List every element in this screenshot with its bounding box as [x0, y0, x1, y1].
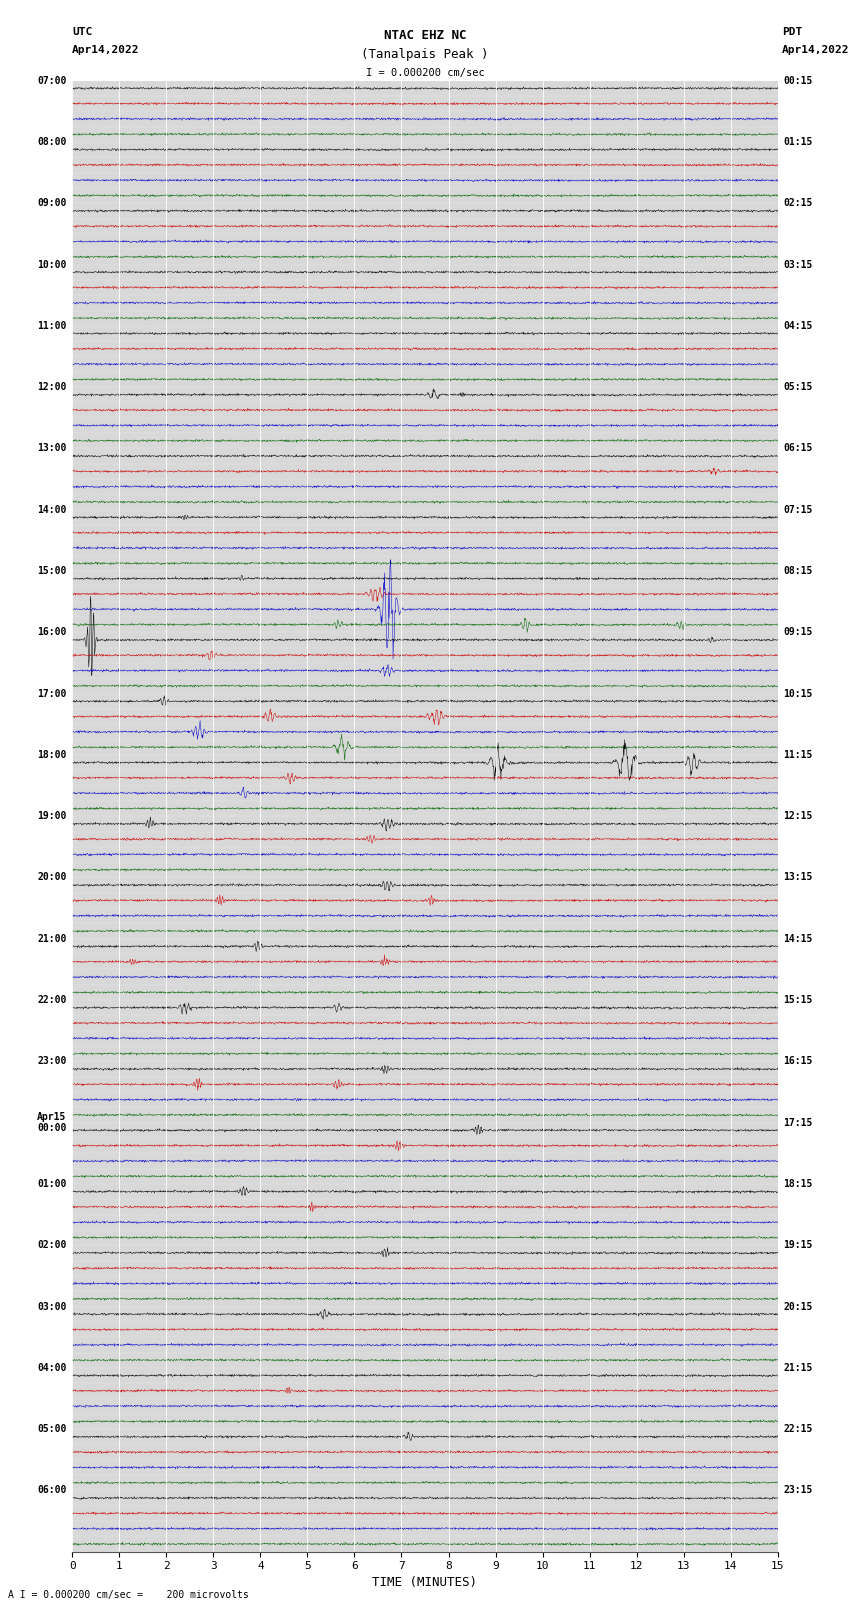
- Text: 09:15: 09:15: [784, 627, 813, 637]
- Text: 07:15: 07:15: [784, 505, 813, 515]
- Text: 10:15: 10:15: [784, 689, 813, 698]
- Text: 08:15: 08:15: [784, 566, 813, 576]
- Text: 17:15: 17:15: [784, 1118, 813, 1127]
- Text: A I = 0.000200 cm/sec =    200 microvolts: A I = 0.000200 cm/sec = 200 microvolts: [8, 1590, 249, 1600]
- Text: 11:00: 11:00: [37, 321, 66, 331]
- Text: 13:15: 13:15: [784, 873, 813, 882]
- Text: 22:15: 22:15: [784, 1424, 813, 1434]
- Text: 19:00: 19:00: [37, 811, 66, 821]
- X-axis label: TIME (MINUTES): TIME (MINUTES): [372, 1576, 478, 1589]
- Text: 04:15: 04:15: [784, 321, 813, 331]
- Text: 01:00: 01:00: [37, 1179, 66, 1189]
- Text: 14:15: 14:15: [784, 934, 813, 944]
- Text: 02:00: 02:00: [37, 1240, 66, 1250]
- Text: 15:15: 15:15: [784, 995, 813, 1005]
- Text: 22:00: 22:00: [37, 995, 66, 1005]
- Text: Apr14,2022: Apr14,2022: [72, 45, 139, 55]
- Text: I = 0.000200 cm/sec: I = 0.000200 cm/sec: [366, 68, 484, 77]
- Text: 19:15: 19:15: [784, 1240, 813, 1250]
- Text: 07:00: 07:00: [37, 76, 66, 85]
- Text: 16:00: 16:00: [37, 627, 66, 637]
- Text: 08:00: 08:00: [37, 137, 66, 147]
- Text: 04:00: 04:00: [37, 1363, 66, 1373]
- Text: 21:00: 21:00: [37, 934, 66, 944]
- Text: UTC: UTC: [72, 27, 93, 37]
- Text: 15:00: 15:00: [37, 566, 66, 576]
- Text: Apr14,2022: Apr14,2022: [782, 45, 849, 55]
- Text: 05:15: 05:15: [784, 382, 813, 392]
- Text: PDT: PDT: [782, 27, 802, 37]
- Text: NTAC EHZ NC: NTAC EHZ NC: [383, 29, 467, 42]
- Text: 23:00: 23:00: [37, 1057, 66, 1066]
- Text: 01:15: 01:15: [784, 137, 813, 147]
- Text: 20:00: 20:00: [37, 873, 66, 882]
- Text: 03:15: 03:15: [784, 260, 813, 269]
- Text: 21:15: 21:15: [784, 1363, 813, 1373]
- Text: 16:15: 16:15: [784, 1057, 813, 1066]
- Text: 06:15: 06:15: [784, 444, 813, 453]
- Text: 11:15: 11:15: [784, 750, 813, 760]
- Text: 14:00: 14:00: [37, 505, 66, 515]
- Text: 18:15: 18:15: [784, 1179, 813, 1189]
- Text: 12:15: 12:15: [784, 811, 813, 821]
- Text: 13:00: 13:00: [37, 444, 66, 453]
- Text: 20:15: 20:15: [784, 1302, 813, 1311]
- Text: 18:00: 18:00: [37, 750, 66, 760]
- Text: 02:15: 02:15: [784, 198, 813, 208]
- Text: (Tanalpais Peak ): (Tanalpais Peak ): [361, 48, 489, 61]
- Text: 00:15: 00:15: [784, 76, 813, 85]
- Text: 23:15: 23:15: [784, 1486, 813, 1495]
- Text: 03:00: 03:00: [37, 1302, 66, 1311]
- Text: 12:00: 12:00: [37, 382, 66, 392]
- Text: 06:00: 06:00: [37, 1486, 66, 1495]
- Text: 09:00: 09:00: [37, 198, 66, 208]
- Text: 10:00: 10:00: [37, 260, 66, 269]
- Text: 05:00: 05:00: [37, 1424, 66, 1434]
- Text: 17:00: 17:00: [37, 689, 66, 698]
- Text: Apr15
00:00: Apr15 00:00: [37, 1111, 66, 1134]
